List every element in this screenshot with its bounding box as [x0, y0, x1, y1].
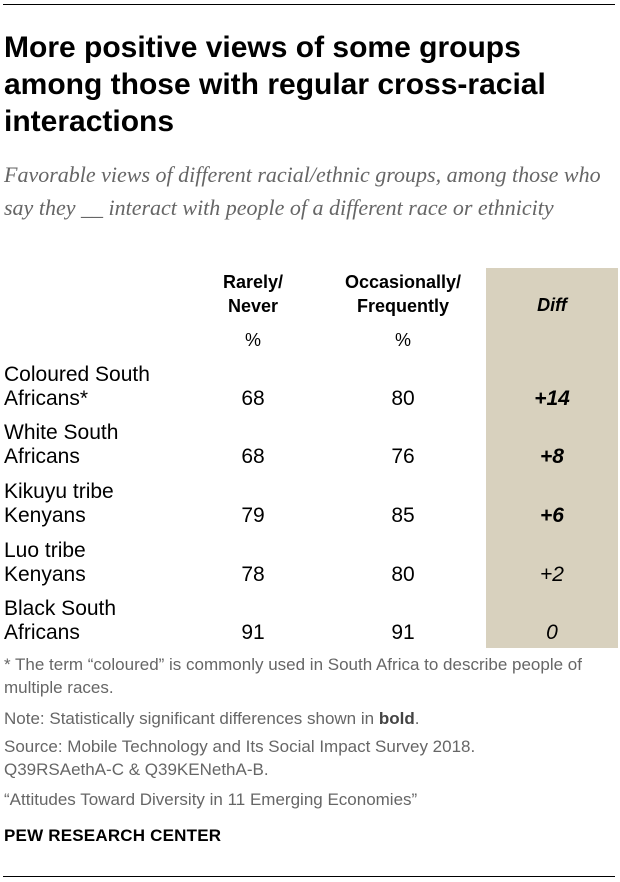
column-header-line: Occasionally/	[344, 272, 462, 292]
brand-logo-text: PEW RESEARCH CENTER	[4, 826, 222, 845]
value-diff: +2	[540, 563, 564, 586]
value-rarely-never: 91	[241, 621, 265, 644]
row-label-line: Kenyans	[4, 563, 86, 586]
row-label-line: Kenyans	[4, 504, 86, 527]
row-label-line: Kikuyu tribe	[4, 480, 114, 503]
row-label: Luo tribe Kenyans	[4, 539, 184, 587]
row-label: Coloured South Africans*	[4, 363, 184, 411]
source-line: Source: Mobile Technology and Its Social…	[4, 737, 476, 756]
row-label-line: Africans	[4, 445, 80, 468]
row-label-line: Africans*	[4, 387, 89, 410]
diff-column-background	[486, 268, 618, 648]
table-row: White South Africans 68 76 +8	[0, 421, 620, 479]
unit-label: %	[244, 330, 261, 350]
unit-label: %	[394, 330, 411, 350]
row-label-line: Black South	[4, 597, 117, 620]
footnote-significance: Note: Statistically significant differen…	[4, 707, 616, 730]
value-rarely-never: 68	[241, 387, 265, 410]
top-rule	[3, 4, 615, 5]
column-header-rarely-never: Rarely/ Never	[193, 270, 313, 318]
footnote-source: Source: Mobile Technology and Its Social…	[4, 735, 616, 781]
value-occasionally-frequently: 76	[391, 445, 415, 468]
value-occasionally-frequently: 91	[391, 621, 415, 644]
row-label: Black South Africans	[4, 597, 184, 645]
footnote-text: .	[414, 709, 420, 728]
value-diff: +6	[540, 504, 564, 527]
table-row: Luo tribe Kenyans 78 80 +2	[0, 539, 620, 597]
column-header-occasionally-frequently: Occasionally/ Frequently	[318, 270, 488, 318]
column-header-line: Frequently	[356, 296, 449, 316]
row-label: White South Africans	[4, 421, 184, 469]
value-occasionally-frequently: 85	[391, 504, 415, 527]
value-diff: +8	[540, 445, 564, 468]
value-occasionally-frequently: 80	[391, 387, 415, 410]
value-rarely-never: 78	[241, 563, 265, 586]
footnote-text: Note: Statistically significant differen…	[4, 709, 379, 728]
column-header-line: Never	[227, 296, 279, 316]
table-row: Kikuyu tribe Kenyans 79 85 +6	[0, 480, 620, 538]
row-label: Kikuyu tribe Kenyans	[4, 480, 184, 528]
value-rarely-never: 79	[241, 504, 265, 527]
chart-subtitle: Favorable views of different racial/ethn…	[4, 162, 601, 220]
bottom-rule	[3, 876, 615, 877]
footnote-bold-word: bold	[378, 709, 415, 728]
row-label-line: Coloured South	[4, 363, 150, 386]
column-header-diff: Diff	[537, 295, 567, 315]
source-line: Q39RSAethA-C & Q39KENethA-B.	[4, 760, 269, 779]
value-occasionally-frequently: 80	[391, 563, 415, 586]
row-label-line: White South	[4, 421, 119, 444]
value-rarely-never: 68	[241, 445, 265, 468]
table-row: Black South Africans 91 91 0	[0, 597, 620, 655]
table-row: Coloured South Africans* 68 80 +14	[0, 363, 620, 421]
column-header-line: Rarely/	[222, 272, 284, 292]
value-diff: +14	[534, 387, 570, 410]
footnote-report-title: “Attitudes Toward Diversity in 11 Emergi…	[4, 790, 418, 809]
row-label-line: Africans	[4, 621, 80, 644]
row-label-line: Luo tribe	[4, 539, 86, 562]
footnote-coloured-term: * The term “coloured” is commonly used i…	[4, 655, 582, 697]
value-diff: 0	[546, 621, 558, 644]
chart-title: More positive views of some groups among…	[4, 31, 546, 138]
